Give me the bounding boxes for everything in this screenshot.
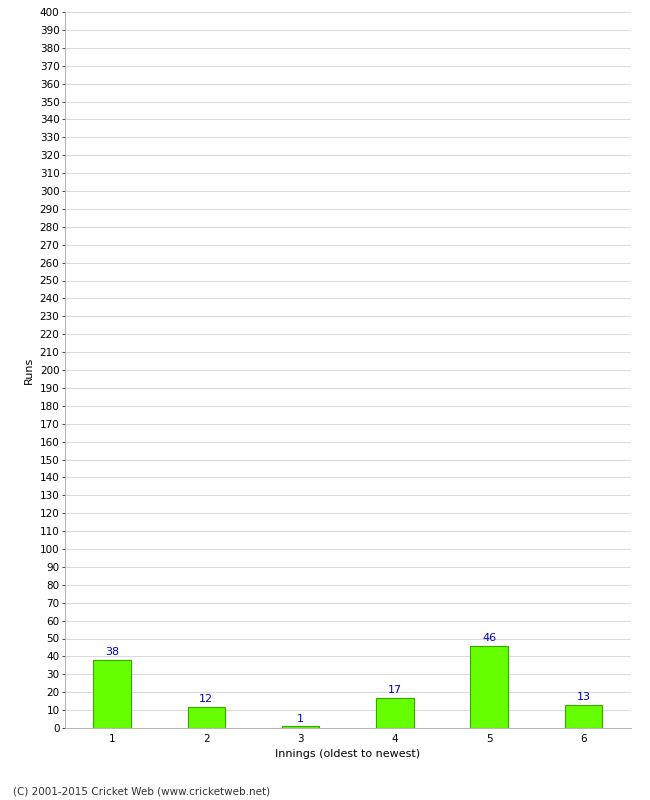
Text: 38: 38 [105,647,119,658]
Y-axis label: Runs: Runs [24,356,34,384]
Text: 13: 13 [577,692,590,702]
Bar [94,660,131,728]
Text: 1: 1 [297,714,304,723]
Bar [281,726,319,728]
Text: 46: 46 [482,633,496,643]
Bar [470,646,508,728]
Bar [564,705,602,728]
Bar [188,706,226,728]
X-axis label: Innings (oldest to newest): Innings (oldest to newest) [275,749,421,759]
Bar [376,698,413,728]
Text: 12: 12 [200,694,213,704]
Text: (C) 2001-2015 Cricket Web (www.cricketweb.net): (C) 2001-2015 Cricket Web (www.cricketwe… [13,786,270,796]
Text: 17: 17 [388,685,402,695]
